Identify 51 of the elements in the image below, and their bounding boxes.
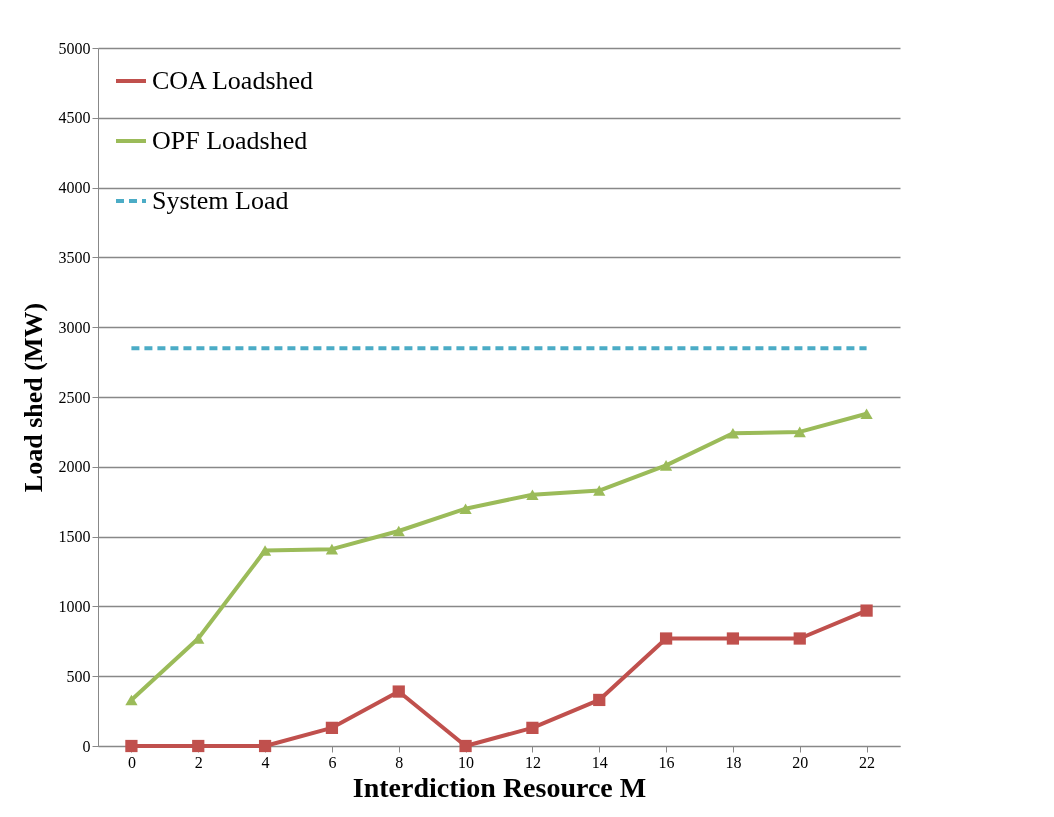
legend-label: System Load — [152, 186, 289, 215]
point — [726, 632, 740, 645]
point — [860, 604, 873, 617]
x-tick-label: 2 — [194, 753, 203, 771]
y-tick-label: 1000 — [58, 597, 91, 615]
point — [392, 525, 405, 537]
point — [125, 694, 138, 706]
point — [659, 460, 673, 471]
point — [258, 545, 272, 556]
point — [793, 426, 806, 438]
x-tick-label: 20 — [792, 753, 809, 771]
y-tick-label: 3500 — [58, 248, 91, 266]
legend-label: COA Loadshed — [152, 66, 314, 95]
y-tick-label: 4500 — [58, 109, 91, 127]
legend-label: OPF Loadshed — [152, 126, 308, 155]
y-tick-label: 2000 — [58, 458, 91, 476]
x-tick-label: 12 — [524, 753, 541, 771]
x-tick-label: 8 — [395, 753, 404, 771]
point — [192, 739, 205, 753]
x-tick-label: 6 — [328, 753, 337, 771]
point — [793, 632, 806, 645]
x-tick-label: 18 — [725, 753, 742, 771]
y-tick-label: 0 — [82, 737, 91, 755]
point — [325, 721, 339, 734]
point — [325, 543, 339, 555]
y-tick-label: 4000 — [58, 179, 91, 197]
x-tick-label: 10 — [458, 753, 475, 771]
point — [258, 739, 272, 753]
y-tick-label: 2500 — [58, 388, 91, 406]
point — [726, 427, 740, 439]
x-tick-label: 22 — [859, 753, 876, 771]
x-tick-label: 4 — [261, 753, 270, 771]
point — [526, 489, 539, 501]
x-tick-label: 0 — [127, 753, 136, 771]
x-tick-label: 14 — [591, 753, 608, 771]
y-axis-title: Load shed (MW) — [18, 302, 48, 493]
y-tick-label: 3000 — [58, 318, 91, 336]
point — [593, 485, 606, 496]
y-tick-label: 1500 — [58, 528, 91, 546]
point — [459, 739, 472, 753]
point — [659, 632, 673, 645]
point — [125, 739, 138, 753]
point — [526, 721, 539, 734]
x-tick-label: 16 — [658, 753, 675, 771]
y-tick-label: 500 — [66, 667, 91, 685]
point — [392, 685, 405, 698]
y-tick-label: 5000 — [58, 39, 91, 57]
point — [593, 693, 606, 707]
x-axis-title: Interdiction Resource M — [352, 771, 647, 803]
point — [459, 503, 472, 514]
point — [860, 408, 873, 420]
